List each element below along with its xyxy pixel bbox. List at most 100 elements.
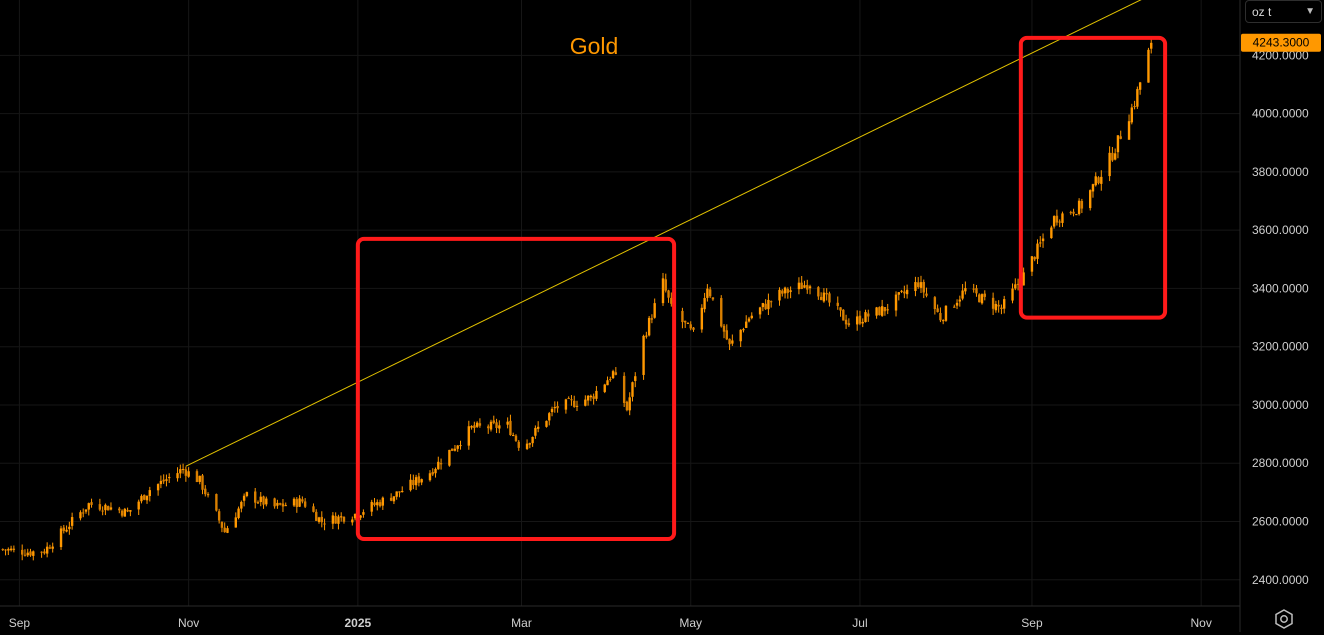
candle-body	[917, 282, 920, 287]
candle-body	[29, 551, 32, 556]
candle-body	[739, 329, 742, 342]
candle-body	[259, 496, 262, 503]
candle-body	[315, 511, 318, 521]
candle-body	[159, 480, 163, 485]
candle-body	[800, 282, 803, 289]
candle-body	[1055, 215, 1059, 223]
candle-body	[395, 491, 398, 497]
candle-body	[1022, 272, 1025, 286]
candle-body	[245, 492, 249, 496]
candle-body	[495, 422, 498, 428]
candle-body	[867, 313, 870, 317]
candle-body	[456, 445, 459, 449]
candle-body	[634, 376, 637, 381]
candle-body	[342, 516, 346, 522]
candle-body	[223, 527, 226, 533]
candle-body	[875, 307, 878, 316]
candle-body	[184, 469, 188, 476]
candle-body	[362, 512, 365, 515]
candle-body	[842, 309, 845, 321]
candle-body	[389, 497, 393, 501]
candle-body	[919, 282, 923, 288]
candle-body	[1039, 242, 1042, 244]
y-tick-label: 4200.0000	[1252, 48, 1309, 62]
candle-body	[767, 299, 770, 310]
candle-body	[448, 449, 451, 466]
candle-body	[528, 443, 532, 445]
candle-body	[118, 508, 121, 511]
candle-body	[359, 515, 362, 518]
candle-body	[797, 282, 801, 290]
unit-dropdown[interactable]: oz t ▼	[1245, 0, 1322, 23]
candle-body	[1075, 214, 1078, 216]
candle-body	[878, 307, 881, 316]
y-tick-label: 3400.0000	[1252, 281, 1309, 295]
settings-gear-icon[interactable]	[1273, 608, 1295, 630]
candle-body	[376, 502, 379, 506]
candle-body	[298, 498, 301, 507]
candle-body	[20, 549, 24, 555]
candle-body	[417, 476, 421, 483]
candle-body	[525, 443, 529, 449]
candle-body	[708, 289, 712, 297]
candle-body	[1108, 152, 1111, 177]
candle-body	[323, 523, 326, 525]
last-price-badge	[1241, 33, 1321, 52]
candle-body	[295, 499, 299, 508]
candle-body	[168, 477, 171, 479]
unit-value: oz t	[1252, 4, 1272, 19]
candle-body	[156, 484, 160, 491]
candle-body	[897, 292, 900, 295]
candle-body	[90, 502, 93, 505]
candle-body	[492, 420, 495, 423]
y-tick-label: 2600.0000	[1252, 515, 1309, 529]
candle-body	[1127, 121, 1131, 140]
candle-body	[256, 502, 260, 504]
candle-body	[226, 528, 229, 533]
candle-body	[1061, 213, 1064, 223]
candle-body	[536, 426, 540, 429]
candle-body	[905, 289, 909, 295]
candle-body	[473, 425, 476, 428]
candle-body	[647, 317, 651, 336]
candle-body	[414, 477, 418, 486]
candle-body	[1136, 89, 1139, 107]
candle-body	[506, 421, 509, 425]
candle-body	[564, 399, 568, 410]
candle-body	[1080, 200, 1084, 209]
candle-body	[703, 298, 706, 310]
candle-body	[728, 338, 731, 345]
candle-body	[991, 297, 995, 309]
candle-body	[828, 293, 831, 303]
candle-body	[137, 501, 140, 510]
candle-body	[645, 335, 648, 337]
candle-body	[206, 494, 210, 496]
candle-body	[179, 469, 182, 474]
candle-body	[453, 448, 457, 451]
y-tick-label: 3200.0000	[1252, 340, 1309, 354]
candle-body	[858, 315, 862, 324]
candle-body	[584, 399, 587, 406]
candle-body	[786, 289, 790, 293]
candle-body	[278, 503, 282, 505]
candle-body	[819, 296, 823, 301]
candle-body	[1100, 176, 1103, 184]
candle-body	[84, 509, 88, 512]
candle-body	[1091, 184, 1095, 192]
candle-body	[1133, 106, 1136, 108]
candle-body	[683, 320, 687, 323]
candle-body	[1111, 152, 1114, 161]
candle-body	[789, 290, 792, 292]
candle-body	[1000, 307, 1003, 310]
candle-body	[978, 294, 981, 303]
candle-body	[686, 322, 690, 324]
candle-body	[9, 548, 13, 551]
candle-body	[783, 287, 787, 294]
candle-body	[855, 316, 859, 325]
candle-body	[939, 313, 942, 321]
candle-body	[181, 469, 185, 471]
candle-body	[553, 407, 557, 409]
candle-body	[40, 551, 43, 553]
candle-body	[836, 302, 839, 306]
candle-body	[1069, 212, 1072, 214]
